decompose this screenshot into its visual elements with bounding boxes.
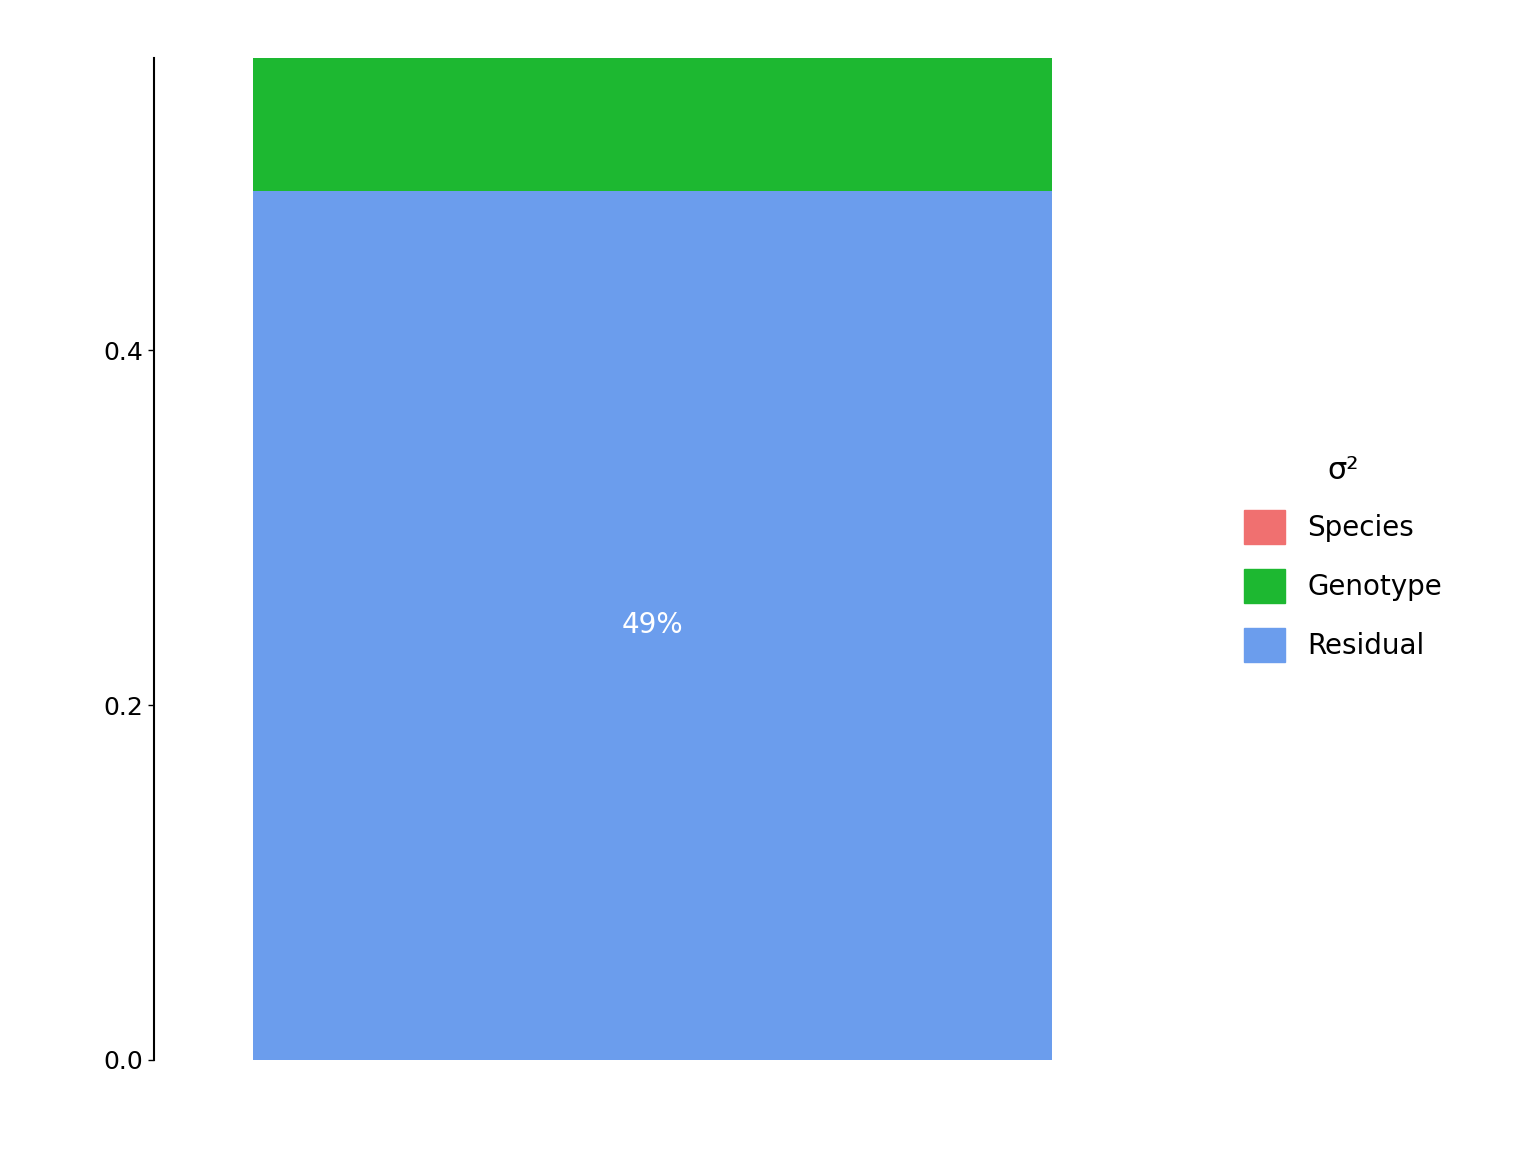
Text: 49%: 49%	[622, 612, 684, 639]
Legend: Species, Genotype, Residual: Species, Genotype, Residual	[1217, 429, 1470, 689]
Bar	[253, 0, 1052, 190]
Bar	[253, 190, 1052, 1060]
